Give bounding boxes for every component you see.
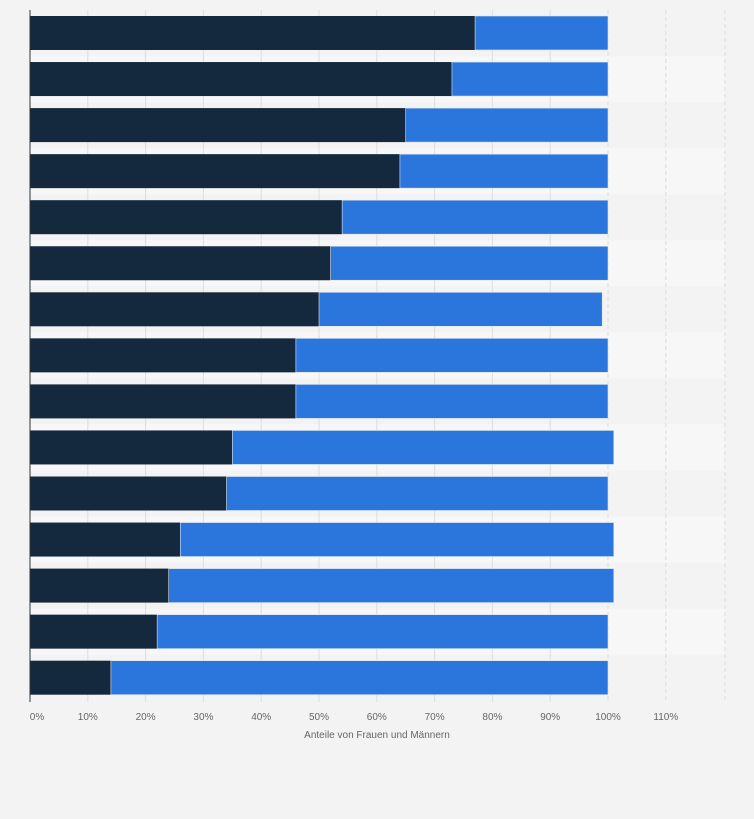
bar-segment bbox=[399, 153, 609, 189]
bar-segment bbox=[30, 338, 296, 373]
x-axis-title: Anteile von Frauen und Männern bbox=[304, 730, 450, 741]
bars bbox=[30, 15, 615, 696]
x-tick-label: 50% bbox=[309, 712, 329, 723]
bar-segment bbox=[330, 245, 609, 281]
x-tick-label: 30% bbox=[193, 712, 213, 723]
bar-segment bbox=[451, 61, 609, 97]
bar-segment bbox=[156, 614, 609, 649]
bar-segment bbox=[30, 62, 452, 97]
bar-segment bbox=[30, 200, 343, 235]
bar-segment bbox=[30, 246, 331, 281]
x-tick-label: 100% bbox=[595, 712, 621, 723]
x-tick-label: 10% bbox=[78, 712, 98, 723]
bar-segment bbox=[30, 292, 319, 327]
x-tick-label: 110% bbox=[653, 712, 678, 723]
bar-segment bbox=[405, 107, 609, 143]
bar-segment bbox=[30, 568, 169, 603]
bar-segment bbox=[110, 660, 609, 696]
x-tick-label: 60% bbox=[367, 712, 387, 723]
bar-segment bbox=[232, 430, 615, 465]
bar-segment bbox=[30, 154, 400, 189]
bar-segment bbox=[30, 384, 296, 419]
bar-segment bbox=[30, 614, 158, 649]
bar-segment bbox=[341, 199, 609, 235]
x-tick-label: 80% bbox=[482, 712, 502, 723]
x-tick-labels: 0% 10% 20% 30% 40% 50% 60% 70% 80% 90% 100% 110% bbox=[30, 712, 679, 723]
x-tick-label: 0% bbox=[30, 712, 45, 723]
bar-segment bbox=[318, 291, 603, 327]
bar-segment bbox=[474, 15, 609, 51]
bar-segment bbox=[295, 338, 609, 373]
x-tick-label: 20% bbox=[136, 712, 156, 723]
bar-segment bbox=[295, 384, 609, 419]
bar-segment bbox=[30, 108, 406, 143]
bar-segment bbox=[226, 476, 609, 511]
x-tick-label: 70% bbox=[425, 712, 445, 723]
bar-segment bbox=[30, 430, 233, 465]
bar-segment bbox=[30, 660, 111, 695]
x-tick-label: 40% bbox=[251, 712, 271, 723]
bar-segment bbox=[30, 476, 227, 511]
bar-segment bbox=[30, 16, 476, 50]
x-tick-label: 90% bbox=[540, 712, 560, 723]
bar-segment bbox=[179, 522, 615, 557]
bar-segment bbox=[168, 568, 615, 603]
bar-segment bbox=[30, 522, 181, 557]
